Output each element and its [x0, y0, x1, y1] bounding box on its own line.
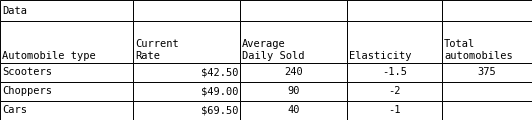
Text: Elasticity: Elasticity [349, 51, 411, 61]
Text: -2: -2 [388, 86, 401, 96]
Text: $42.50: $42.50 [201, 67, 238, 78]
Bar [133, 101, 240, 120]
Bar [240, 21, 347, 63]
Bar [347, 82, 442, 101]
Text: Choppers: Choppers [2, 86, 52, 96]
Bar [133, 63, 240, 82]
Text: 240: 240 [284, 67, 303, 78]
Bar [442, 82, 532, 101]
Bar [0, 101, 133, 120]
Text: -1: -1 [388, 105, 401, 115]
Bar [240, 82, 347, 101]
Text: -1.5: -1.5 [382, 67, 407, 78]
Bar [133, 0, 240, 21]
Bar [240, 101, 347, 120]
Bar [347, 101, 442, 120]
Text: Current
Rate: Current Rate [135, 39, 179, 61]
Text: Cars: Cars [2, 105, 27, 115]
Bar [442, 101, 532, 120]
Text: 375: 375 [478, 67, 496, 78]
Text: Average
Daily Sold: Average Daily Sold [242, 39, 304, 61]
Bar [442, 21, 532, 63]
Bar [442, 63, 532, 82]
Bar [133, 21, 240, 63]
Bar [347, 21, 442, 63]
Text: Scooters: Scooters [2, 67, 52, 78]
Bar [133, 82, 240, 101]
Bar [0, 82, 133, 101]
Text: $49.00: $49.00 [201, 86, 238, 96]
Bar [0, 0, 133, 21]
Text: 40: 40 [287, 105, 300, 115]
Bar [347, 0, 442, 21]
Bar [240, 63, 347, 82]
Text: 90: 90 [287, 86, 300, 96]
Bar [240, 0, 347, 21]
Text: Total
automobiles: Total automobiles [444, 39, 513, 61]
Bar [347, 63, 442, 82]
Text: $69.50: $69.50 [201, 105, 238, 115]
Bar [442, 0, 532, 21]
Bar [0, 63, 133, 82]
Text: Automobile type: Automobile type [2, 51, 96, 61]
Text: Data: Data [2, 6, 27, 15]
Bar [0, 21, 133, 63]
